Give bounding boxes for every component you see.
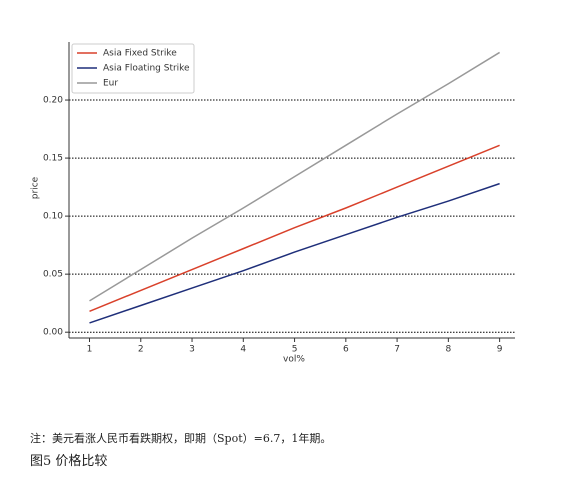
y-tick-label: 0.20 <box>43 96 63 106</box>
y-tick-label: 0.05 <box>43 270 63 280</box>
x-tick-label: 8 <box>445 345 451 355</box>
x-axis-label: vol% <box>283 355 305 365</box>
x-tick-label: 4 <box>240 345 246 355</box>
caption: 图5 价格比较 <box>30 454 108 469</box>
y-tick-label: 0.15 <box>43 154 63 164</box>
x-tick-label: 5 <box>292 345 298 355</box>
legend-label: Asia Floating Strike <box>103 64 190 74</box>
y-tick-label: 0.10 <box>43 212 63 222</box>
series-line <box>89 182 500 324</box>
series-line <box>89 51 501 302</box>
y-tick-label: 0.00 <box>43 328 63 338</box>
legend-label: Asia Fixed Strike <box>103 49 177 59</box>
x-tick-label: 7 <box>394 345 400 355</box>
x-tick-label: 6 <box>343 345 349 355</box>
x-tick-label: 2 <box>138 345 144 355</box>
legend-label: Eur <box>103 79 118 89</box>
y-axis-label: price <box>31 176 41 199</box>
legend-box <box>71 43 195 94</box>
series-line <box>89 144 500 312</box>
chart: vol% price 0.00 0.05 0.10 0.15 0.20 1 2 3 4 5 6 7 8 9… <box>31 42 515 365</box>
x-tick-label: 9 <box>497 345 503 355</box>
x-tick-label: 1 <box>87 345 93 355</box>
note: 注：美元看涨人民币看跌期权，即期（Spot）=6.7，1年期。 <box>30 432 332 445</box>
x-tick-label: 3 <box>189 345 195 355</box>
